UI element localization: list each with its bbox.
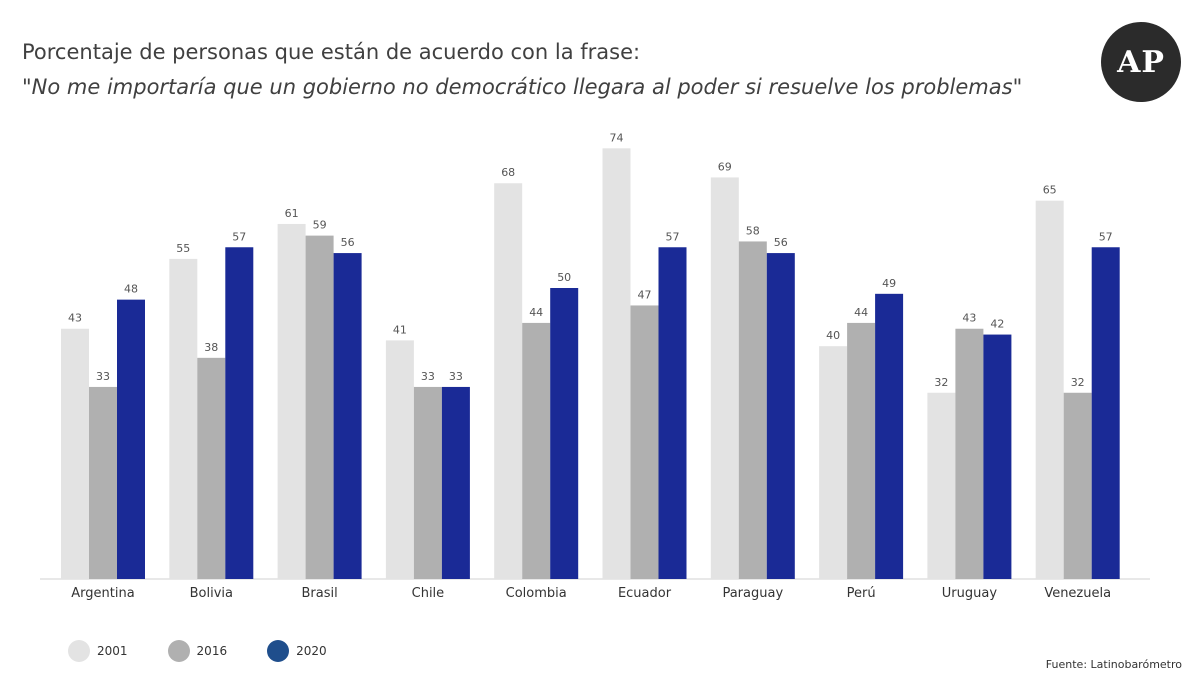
bar-argentina-2016 bbox=[89, 386, 117, 579]
data-label-venezuela-2020: 57 bbox=[1099, 230, 1113, 243]
bar-paraguay-2020 bbox=[766, 253, 795, 579]
data-label-brasil-2001: 61 bbox=[285, 207, 299, 220]
data-label-brasil-2016: 59 bbox=[313, 219, 327, 232]
bar-uruguay-2020 bbox=[983, 334, 1012, 579]
data-label-ecuador-2001: 74 bbox=[610, 131, 624, 144]
data-label-perú-2001: 40 bbox=[826, 329, 840, 342]
source-note: Fuente: Latinobarómetro bbox=[1045, 658, 1182, 671]
chart-subtitle: "No me importaría que un gobierno no dem… bbox=[22, 75, 1023, 99]
bar-bolivia-2020 bbox=[225, 247, 254, 579]
legend-item-2016: 2016 bbox=[167, 640, 228, 662]
bar-chile-2020 bbox=[441, 386, 470, 579]
bar-colombia-2020 bbox=[550, 288, 579, 579]
category-label-argentina: Argentina bbox=[71, 586, 134, 601]
category-label-chile: Chile bbox=[412, 586, 445, 601]
data-label-argentina-2020: 48 bbox=[124, 283, 138, 296]
data-label-venezuela-2016: 32 bbox=[1071, 376, 1085, 389]
legend-item-2001: 2001 bbox=[68, 640, 128, 662]
legend-swatch-2001 bbox=[68, 640, 90, 662]
bar-ecuador-2016 bbox=[630, 305, 659, 579]
bar-uruguay-2001 bbox=[927, 392, 956, 579]
bar-brasil-2001 bbox=[277, 223, 306, 580]
category-label-uruguay: Uruguay bbox=[942, 586, 998, 601]
bar-bolivia-2016 bbox=[197, 357, 226, 579]
category-label-colombia: Colombia bbox=[506, 586, 567, 601]
data-label-chile-2001: 41 bbox=[393, 323, 407, 336]
bar-argentina-2020 bbox=[117, 299, 145, 579]
bar-ecuador-2001 bbox=[602, 148, 631, 579]
data-label-bolivia-2001: 55 bbox=[176, 242, 190, 255]
bar-colombia-2016 bbox=[522, 322, 551, 579]
data-label-paraguay-2001: 69 bbox=[718, 160, 732, 173]
data-label-ecuador-2020: 57 bbox=[666, 230, 680, 243]
bar-chile-2016 bbox=[413, 386, 442, 579]
category-label-ecuador: Ecuador bbox=[618, 586, 672, 601]
legend-label-2001: 2001 bbox=[97, 644, 128, 658]
legend: 2001 2016 2020 bbox=[68, 640, 367, 662]
bar-bolivia-2001 bbox=[169, 258, 198, 579]
data-label-paraguay-2016: 58 bbox=[746, 224, 760, 237]
data-label-venezuela-2001: 65 bbox=[1043, 184, 1057, 197]
data-label-paraguay-2020: 56 bbox=[774, 236, 788, 249]
data-label-colombia-2016: 44 bbox=[529, 306, 543, 319]
legend-label-2016: 2016 bbox=[196, 644, 228, 658]
data-label-perú-2016: 44 bbox=[854, 306, 868, 319]
ap-logo: AP bbox=[1101, 22, 1181, 102]
category-label-bolivia: Bolivia bbox=[190, 586, 233, 601]
data-label-bolivia-2020: 57 bbox=[232, 230, 246, 243]
data-label-ecuador-2016: 47 bbox=[638, 288, 652, 301]
data-label-uruguay-2020: 42 bbox=[990, 318, 1004, 331]
bar-paraguay-2016 bbox=[738, 241, 767, 579]
bar-paraguay-2001 bbox=[710, 177, 739, 580]
legend-swatch-2016 bbox=[167, 640, 190, 662]
data-label-chile-2016: 33 bbox=[421, 370, 435, 383]
chart-title: Porcentaje de personas que están de acue… bbox=[22, 40, 641, 64]
category-label-perú: Perú bbox=[847, 586, 876, 601]
bar-venezuela-2020 bbox=[1091, 247, 1120, 579]
data-label-uruguay-2001: 32 bbox=[934, 376, 948, 389]
legend-label-2020: 2020 bbox=[296, 644, 327, 658]
bar-uruguay-2016 bbox=[955, 328, 984, 579]
logo-text: AP bbox=[1117, 44, 1165, 80]
bar-chile-2001 bbox=[385, 340, 414, 579]
bar-venezuela-2016 bbox=[1063, 392, 1092, 579]
data-label-brasil-2020: 56 bbox=[341, 236, 355, 249]
data-label-bolivia-2016: 38 bbox=[204, 341, 218, 354]
legend-swatch-2020 bbox=[267, 640, 290, 662]
bar-colombia-2001 bbox=[494, 183, 523, 580]
bar-venezuela-2001 bbox=[1035, 200, 1064, 579]
bar-argentina-2001 bbox=[61, 328, 89, 579]
data-label-argentina-2016: 33 bbox=[96, 370, 110, 383]
bar-ecuador-2020 bbox=[658, 247, 687, 579]
bar-perú-2001 bbox=[819, 346, 848, 579]
data-label-colombia-2020: 50 bbox=[557, 271, 571, 284]
data-label-colombia-2001: 68 bbox=[501, 166, 515, 179]
data-label-chile-2020: 33 bbox=[449, 370, 463, 383]
category-label-brasil: Brasil bbox=[301, 586, 337, 601]
bar-perú-2016 bbox=[847, 322, 876, 579]
bar-perú-2020 bbox=[875, 293, 904, 579]
data-label-perú-2020: 49 bbox=[882, 277, 896, 290]
category-label-venezuela: Venezuela bbox=[1044, 586, 1111, 601]
bar-brasil-2016 bbox=[305, 235, 334, 579]
data-label-uruguay-2016: 43 bbox=[962, 312, 976, 325]
legend-item-2020: 2020 bbox=[267, 640, 327, 662]
bar-brasil-2020 bbox=[333, 253, 362, 579]
data-label-argentina-2001: 43 bbox=[68, 312, 82, 325]
category-label-paraguay: Paraguay bbox=[722, 586, 783, 601]
